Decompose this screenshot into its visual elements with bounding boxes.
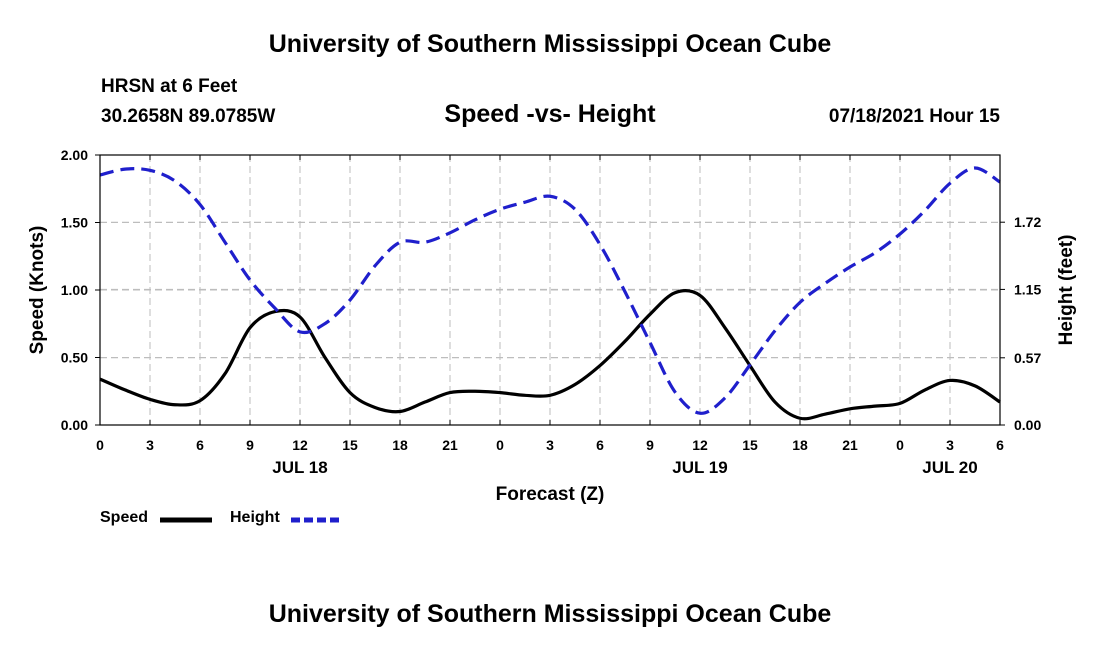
date-label: JUL 18	[272, 458, 327, 477]
series-line-height	[99, 166, 1001, 415]
x-tick-label: 3	[146, 437, 154, 453]
x-tick-label: 18	[792, 437, 808, 453]
x-tick-label: 21	[842, 437, 858, 453]
forecast-datetime: 07/18/2021 Hour 15	[828, 106, 1000, 127]
axis-layer: 0 3 6 9 12 15 18 21 0 3 6 9 12 15 18 21 0 3 6 JUL 18 JUL 19 J…	[61, 147, 1042, 477]
legend-speed-label: Speed	[100, 509, 149, 526]
y-axis-title: Speed (Knots)	[27, 226, 48, 355]
series-line-speed	[99, 289, 1001, 421]
x-tick-label: 12	[292, 437, 308, 453]
x-tick-label: 6	[996, 437, 1004, 453]
station-coordinates: 30.2658N 89.0785W	[101, 106, 276, 127]
x-tick-label: 6	[596, 437, 604, 453]
x-tick-label: 12	[692, 437, 708, 453]
x-tick-label: 0	[96, 437, 104, 453]
chart-subtitle: Speed -vs- Height	[444, 100, 656, 128]
x-tick-label: 18	[392, 437, 408, 453]
x-tick-label: 6	[196, 437, 204, 453]
y-tick-label: 0.00	[61, 417, 88, 433]
y2-tick-label: 1.15	[1014, 281, 1041, 297]
x-tick-label: 9	[646, 437, 654, 453]
legend-height-label: Height	[230, 509, 280, 526]
x-tick-label: 15	[342, 437, 358, 453]
x-tick-label: 0	[896, 437, 904, 453]
date-label: JUL 20	[922, 458, 977, 477]
bottom-title: University of Southern Mississippi Ocean…	[268, 600, 832, 628]
x-axis-title: Forecast (Z)	[496, 484, 605, 505]
series-layer	[99, 166, 1001, 421]
date-label: JUL 19	[672, 458, 727, 477]
y-tick-label: 1.00	[61, 282, 88, 298]
x-tick-label: 9	[246, 437, 254, 453]
y2-axis-title: Height (feet)	[1056, 235, 1077, 346]
y2-tick-label: 0.57	[1014, 350, 1041, 366]
x-tick-label: 0	[496, 437, 504, 453]
station-name: HRSN at 6 Feet	[101, 76, 238, 97]
top-title: University of Southern Mississippi Ocean…	[268, 30, 832, 58]
y-tick-label: 1.50	[61, 215, 88, 231]
y2-tick-label: 1.72	[1014, 214, 1041, 230]
x-tick-label: 3	[546, 437, 554, 453]
x-tick-label: 15	[742, 437, 758, 453]
x-tick-label: 3	[946, 437, 954, 453]
x-tick-label: 21	[442, 437, 458, 453]
y2-tick-label: 0.00	[1014, 417, 1041, 433]
grid-layer	[100, 155, 1000, 425]
y-tick-label: 2.00	[61, 147, 88, 163]
y-tick-label: 0.50	[61, 350, 88, 366]
